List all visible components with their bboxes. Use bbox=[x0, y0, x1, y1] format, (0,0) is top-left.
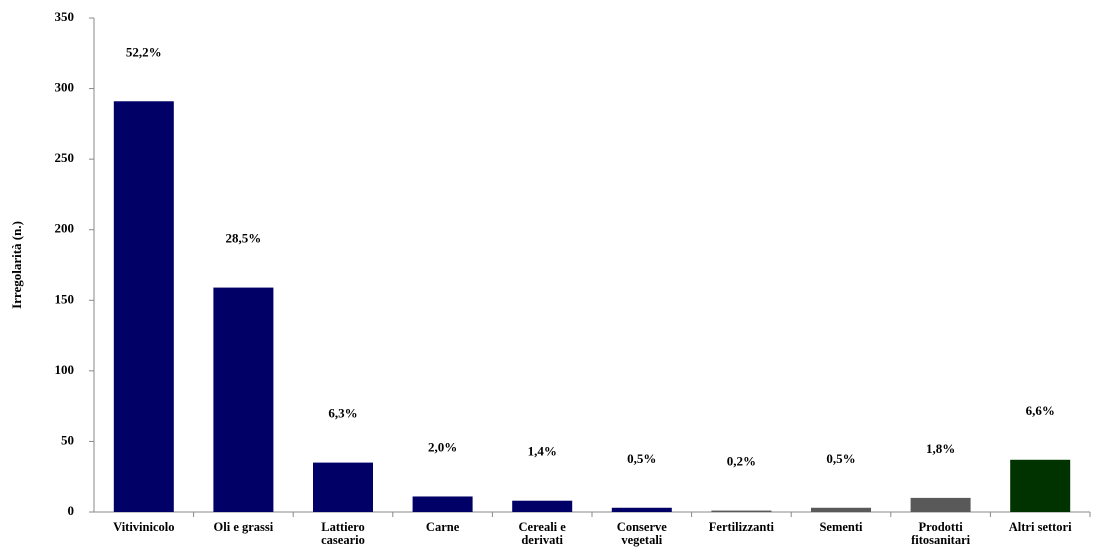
y-tick-label: 100 bbox=[55, 362, 75, 377]
bar bbox=[711, 510, 772, 512]
share-label: 52,2% bbox=[126, 44, 162, 59]
share-label: 2,0% bbox=[428, 439, 457, 454]
y-tick-label: 300 bbox=[55, 80, 75, 95]
x-tick-label: Sementi bbox=[819, 520, 863, 534]
y-tick-label: 150 bbox=[55, 291, 75, 306]
bar bbox=[113, 101, 174, 512]
share-label: 1,4% bbox=[528, 444, 557, 459]
bar bbox=[512, 500, 573, 512]
x-tick-label: Lattiero caseario bbox=[321, 520, 365, 547]
x-tick-label: Fertilizzanti bbox=[708, 520, 775, 534]
share-label: 28,5% bbox=[226, 231, 262, 246]
x-tick-label: Carne bbox=[425, 520, 460, 534]
bar bbox=[910, 497, 971, 512]
bar bbox=[313, 462, 373, 512]
x-tick-label: Cereali e derivati bbox=[518, 520, 566, 547]
x-tick-label: Prodotti fitosanitari bbox=[911, 520, 971, 547]
x-tick-label: Oli e grassi bbox=[213, 520, 274, 534]
bar bbox=[611, 507, 672, 512]
x-tick-label: Vitivinicolo bbox=[113, 520, 175, 534]
bar bbox=[412, 496, 473, 512]
x-tick-label: Altri settori bbox=[1008, 520, 1072, 534]
share-label: 0,2% bbox=[727, 454, 756, 469]
share-label: 1,8% bbox=[926, 441, 955, 456]
bar bbox=[1010, 459, 1071, 512]
y-tick-label: 0 bbox=[68, 503, 75, 518]
share-label: 0,5% bbox=[627, 451, 656, 466]
y-tick-label: 250 bbox=[55, 150, 75, 165]
bar bbox=[213, 287, 274, 512]
bar bbox=[811, 507, 871, 512]
share-label: 6,3% bbox=[328, 406, 357, 421]
y-axis-label: Irregolarità (n.) bbox=[9, 221, 24, 309]
x-tick-label: Conserve vegetali bbox=[616, 520, 667, 547]
y-tick-label: 200 bbox=[55, 221, 75, 236]
y-tick-label: 50 bbox=[61, 432, 74, 447]
share-label: 0,5% bbox=[826, 451, 855, 466]
y-tick-label: 350 bbox=[55, 9, 75, 24]
share-label: 6,6% bbox=[1026, 403, 1055, 418]
